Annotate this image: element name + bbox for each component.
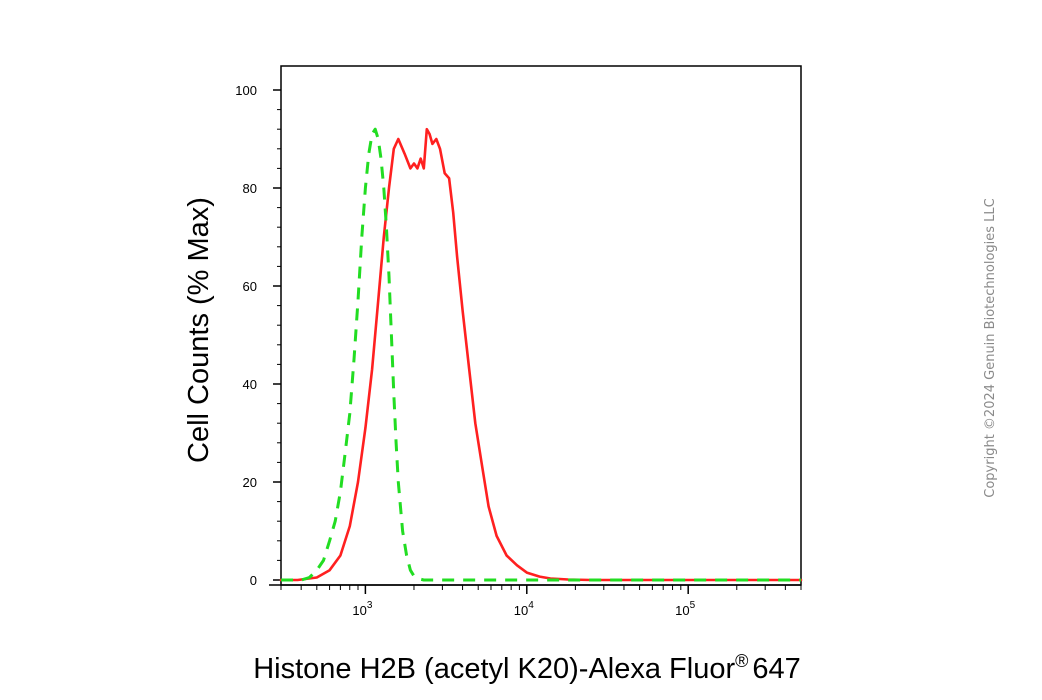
- y-tick-label: 20: [243, 475, 257, 490]
- y-tick-label: 80: [243, 181, 257, 196]
- y-tick-label: 0: [250, 573, 257, 588]
- x-axis-title: Histone H2B (acetyl K20)-Alexa Fluor® 647: [253, 651, 801, 685]
- plot-frame: [280, 65, 802, 586]
- x-tick-label: 103: [352, 600, 372, 618]
- y-tick-label: 40: [243, 377, 257, 392]
- y-axis: 0 20 40 60 80 100: [235, 83, 281, 588]
- x-tick-label: 105: [675, 600, 695, 618]
- x-axis: 103 104 105: [269, 584, 802, 618]
- red-solid-series: [279, 127, 803, 582]
- x-tick-label: 104: [514, 600, 534, 618]
- series-layer: [279, 127, 803, 582]
- copyright-watermark: Copyright ©2024 Genuin Biotechnologies L…: [983, 198, 998, 497]
- x-axis-title-main: Histone H2B (acetyl K20)-Alexa Fluor: [253, 653, 735, 685]
- y-axis-title: Cell Counts (% Max): [183, 197, 215, 463]
- green-dashed-series: [281, 127, 801, 582]
- y-tick-label: 100: [235, 83, 257, 98]
- x-axis-title-suffix: 647: [752, 653, 800, 685]
- x-axis-title-registered-mark: ®: [735, 651, 748, 671]
- y-tick-label: 60: [243, 279, 257, 294]
